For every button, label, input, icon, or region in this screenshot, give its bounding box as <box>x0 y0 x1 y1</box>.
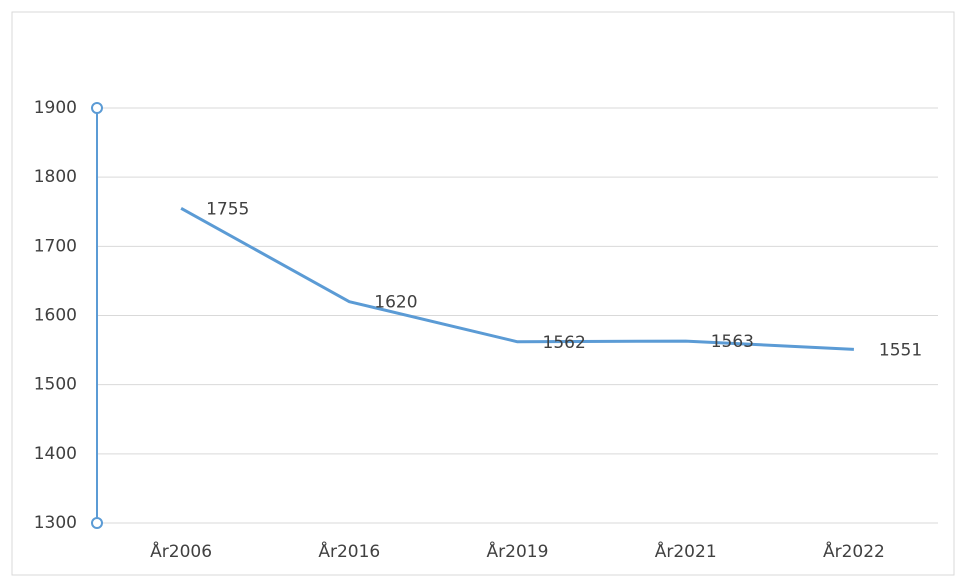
data-label: 1563 <box>711 332 754 352</box>
x-tick-label: År2019 <box>487 540 549 562</box>
data-label: 1755 <box>206 199 249 219</box>
axis-handle <box>91 102 103 114</box>
y-tick-label: 1800 <box>34 167 77 187</box>
y-tick-label: 1700 <box>34 236 77 256</box>
x-tick-label: År2022 <box>823 540 885 562</box>
y-tick-label: 1500 <box>34 375 77 395</box>
y-tick-label: 1900 <box>34 98 77 118</box>
data-line <box>180 206 854 351</box>
y-tick-label: 1400 <box>34 444 77 464</box>
x-tick-label: År2021 <box>655 540 717 562</box>
data-label: 1562 <box>543 333 586 353</box>
data-label: 1620 <box>374 293 417 313</box>
x-tick-label: År2016 <box>318 540 380 562</box>
x-tick-label: År2006 <box>150 540 212 562</box>
axis-handle <box>91 517 103 529</box>
chart-border <box>11 11 955 576</box>
data-label: 1551 <box>879 340 922 360</box>
y-tick-label: 1600 <box>34 306 77 326</box>
y-tick-label: 1300 <box>34 513 77 533</box>
